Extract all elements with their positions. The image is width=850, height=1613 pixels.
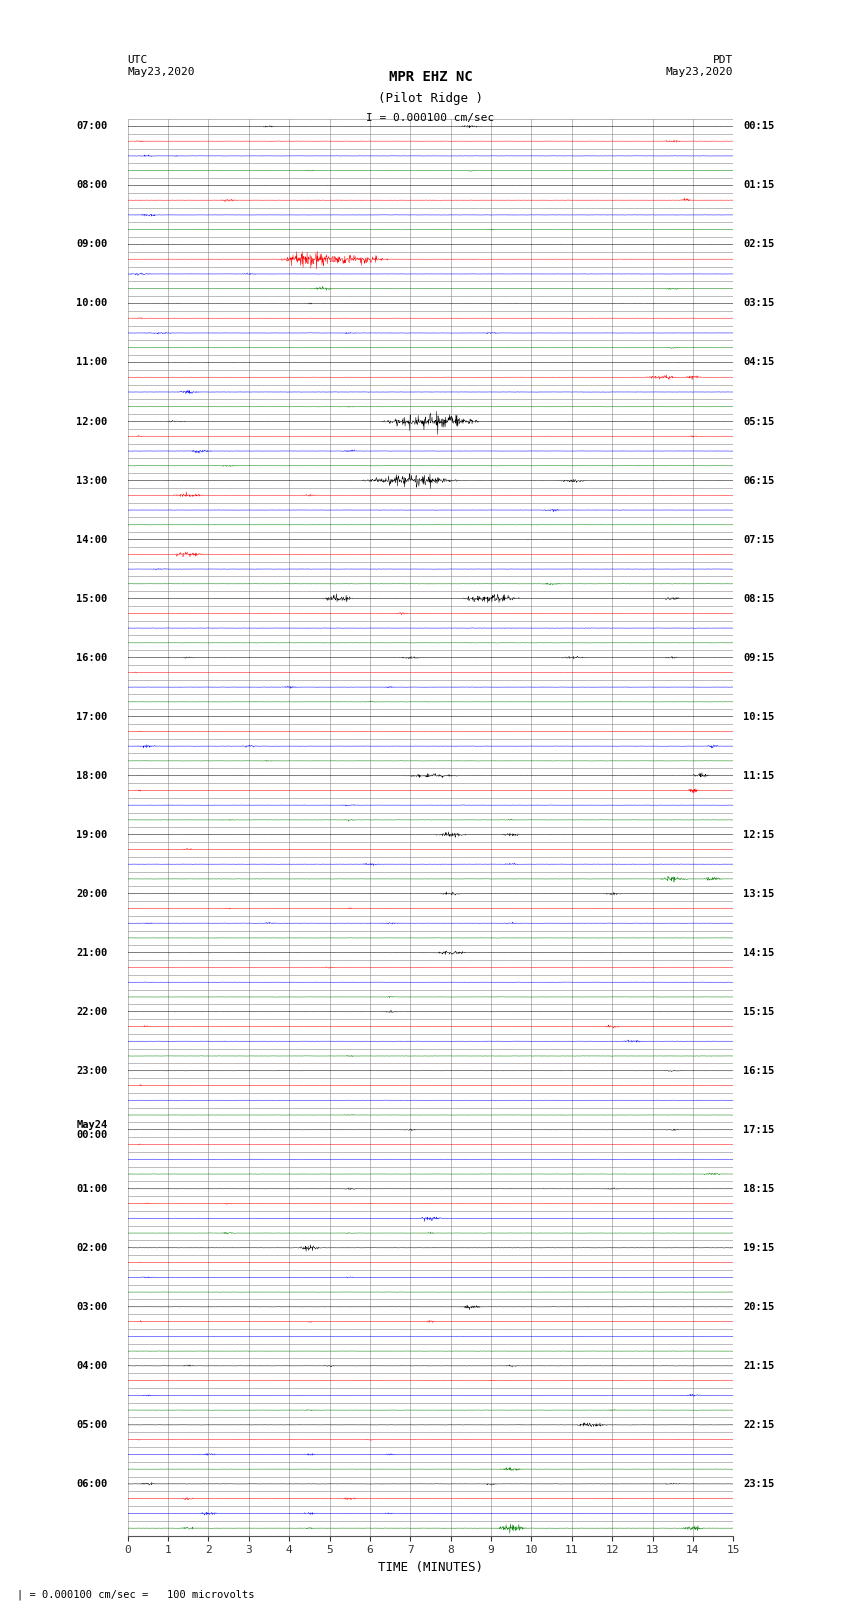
Text: 07:15: 07:15	[744, 534, 774, 545]
Text: 08:00: 08:00	[76, 181, 107, 190]
Text: 18:15: 18:15	[744, 1184, 774, 1194]
Text: 23:15: 23:15	[744, 1479, 774, 1489]
Text: 16:15: 16:15	[744, 1066, 774, 1076]
Text: 10:00: 10:00	[76, 298, 107, 308]
Text: 00:15: 00:15	[744, 121, 774, 131]
Text: | = 0.000100 cm/sec =   100 microvolts: | = 0.000100 cm/sec = 100 microvolts	[17, 1589, 254, 1600]
Text: 16:00: 16:00	[76, 653, 107, 663]
Text: 15:00: 15:00	[76, 594, 107, 603]
Text: 00:00: 00:00	[76, 1129, 107, 1140]
X-axis label: TIME (MINUTES): TIME (MINUTES)	[378, 1561, 483, 1574]
Text: 20:15: 20:15	[744, 1302, 774, 1311]
Text: 08:15: 08:15	[744, 594, 774, 603]
Text: 22:00: 22:00	[76, 1007, 107, 1016]
Text: 19:00: 19:00	[76, 829, 107, 840]
Text: I = 0.000100 cm/sec: I = 0.000100 cm/sec	[366, 113, 495, 123]
Text: 05:15: 05:15	[744, 416, 774, 426]
Text: 14:00: 14:00	[76, 534, 107, 545]
Text: 11:00: 11:00	[76, 358, 107, 368]
Text: 18:00: 18:00	[76, 771, 107, 781]
Text: 10:15: 10:15	[744, 711, 774, 721]
Text: 19:15: 19:15	[744, 1242, 774, 1253]
Text: 13:15: 13:15	[744, 889, 774, 898]
Text: PDT
May23,2020: PDT May23,2020	[666, 55, 734, 76]
Text: 07:00: 07:00	[76, 121, 107, 131]
Text: 22:15: 22:15	[744, 1419, 774, 1429]
Text: 06:15: 06:15	[744, 476, 774, 486]
Text: 17:00: 17:00	[76, 711, 107, 721]
Text: 06:00: 06:00	[76, 1479, 107, 1489]
Text: 11:15: 11:15	[744, 771, 774, 781]
Text: 02:00: 02:00	[76, 1242, 107, 1253]
Text: 23:00: 23:00	[76, 1066, 107, 1076]
Text: 03:15: 03:15	[744, 298, 774, 308]
Text: 12:00: 12:00	[76, 416, 107, 426]
Text: 13:00: 13:00	[76, 476, 107, 486]
Text: 12:15: 12:15	[744, 829, 774, 840]
Text: 05:00: 05:00	[76, 1419, 107, 1429]
Text: 09:15: 09:15	[744, 653, 774, 663]
Text: 04:00: 04:00	[76, 1361, 107, 1371]
Text: 04:15: 04:15	[744, 358, 774, 368]
Text: 21:15: 21:15	[744, 1361, 774, 1371]
Text: 09:00: 09:00	[76, 239, 107, 250]
Text: 21:00: 21:00	[76, 948, 107, 958]
Text: 20:00: 20:00	[76, 889, 107, 898]
Text: 03:00: 03:00	[76, 1302, 107, 1311]
Text: 14:15: 14:15	[744, 948, 774, 958]
Text: UTC
May23,2020: UTC May23,2020	[128, 55, 196, 76]
Text: MPR EHZ NC: MPR EHZ NC	[388, 69, 473, 84]
Text: May24: May24	[76, 1119, 107, 1129]
Text: 01:15: 01:15	[744, 181, 774, 190]
Text: 02:15: 02:15	[744, 239, 774, 250]
Text: 17:15: 17:15	[744, 1124, 774, 1136]
Text: 01:00: 01:00	[76, 1184, 107, 1194]
Text: 15:15: 15:15	[744, 1007, 774, 1016]
Text: (Pilot Ridge ): (Pilot Ridge )	[378, 92, 483, 105]
